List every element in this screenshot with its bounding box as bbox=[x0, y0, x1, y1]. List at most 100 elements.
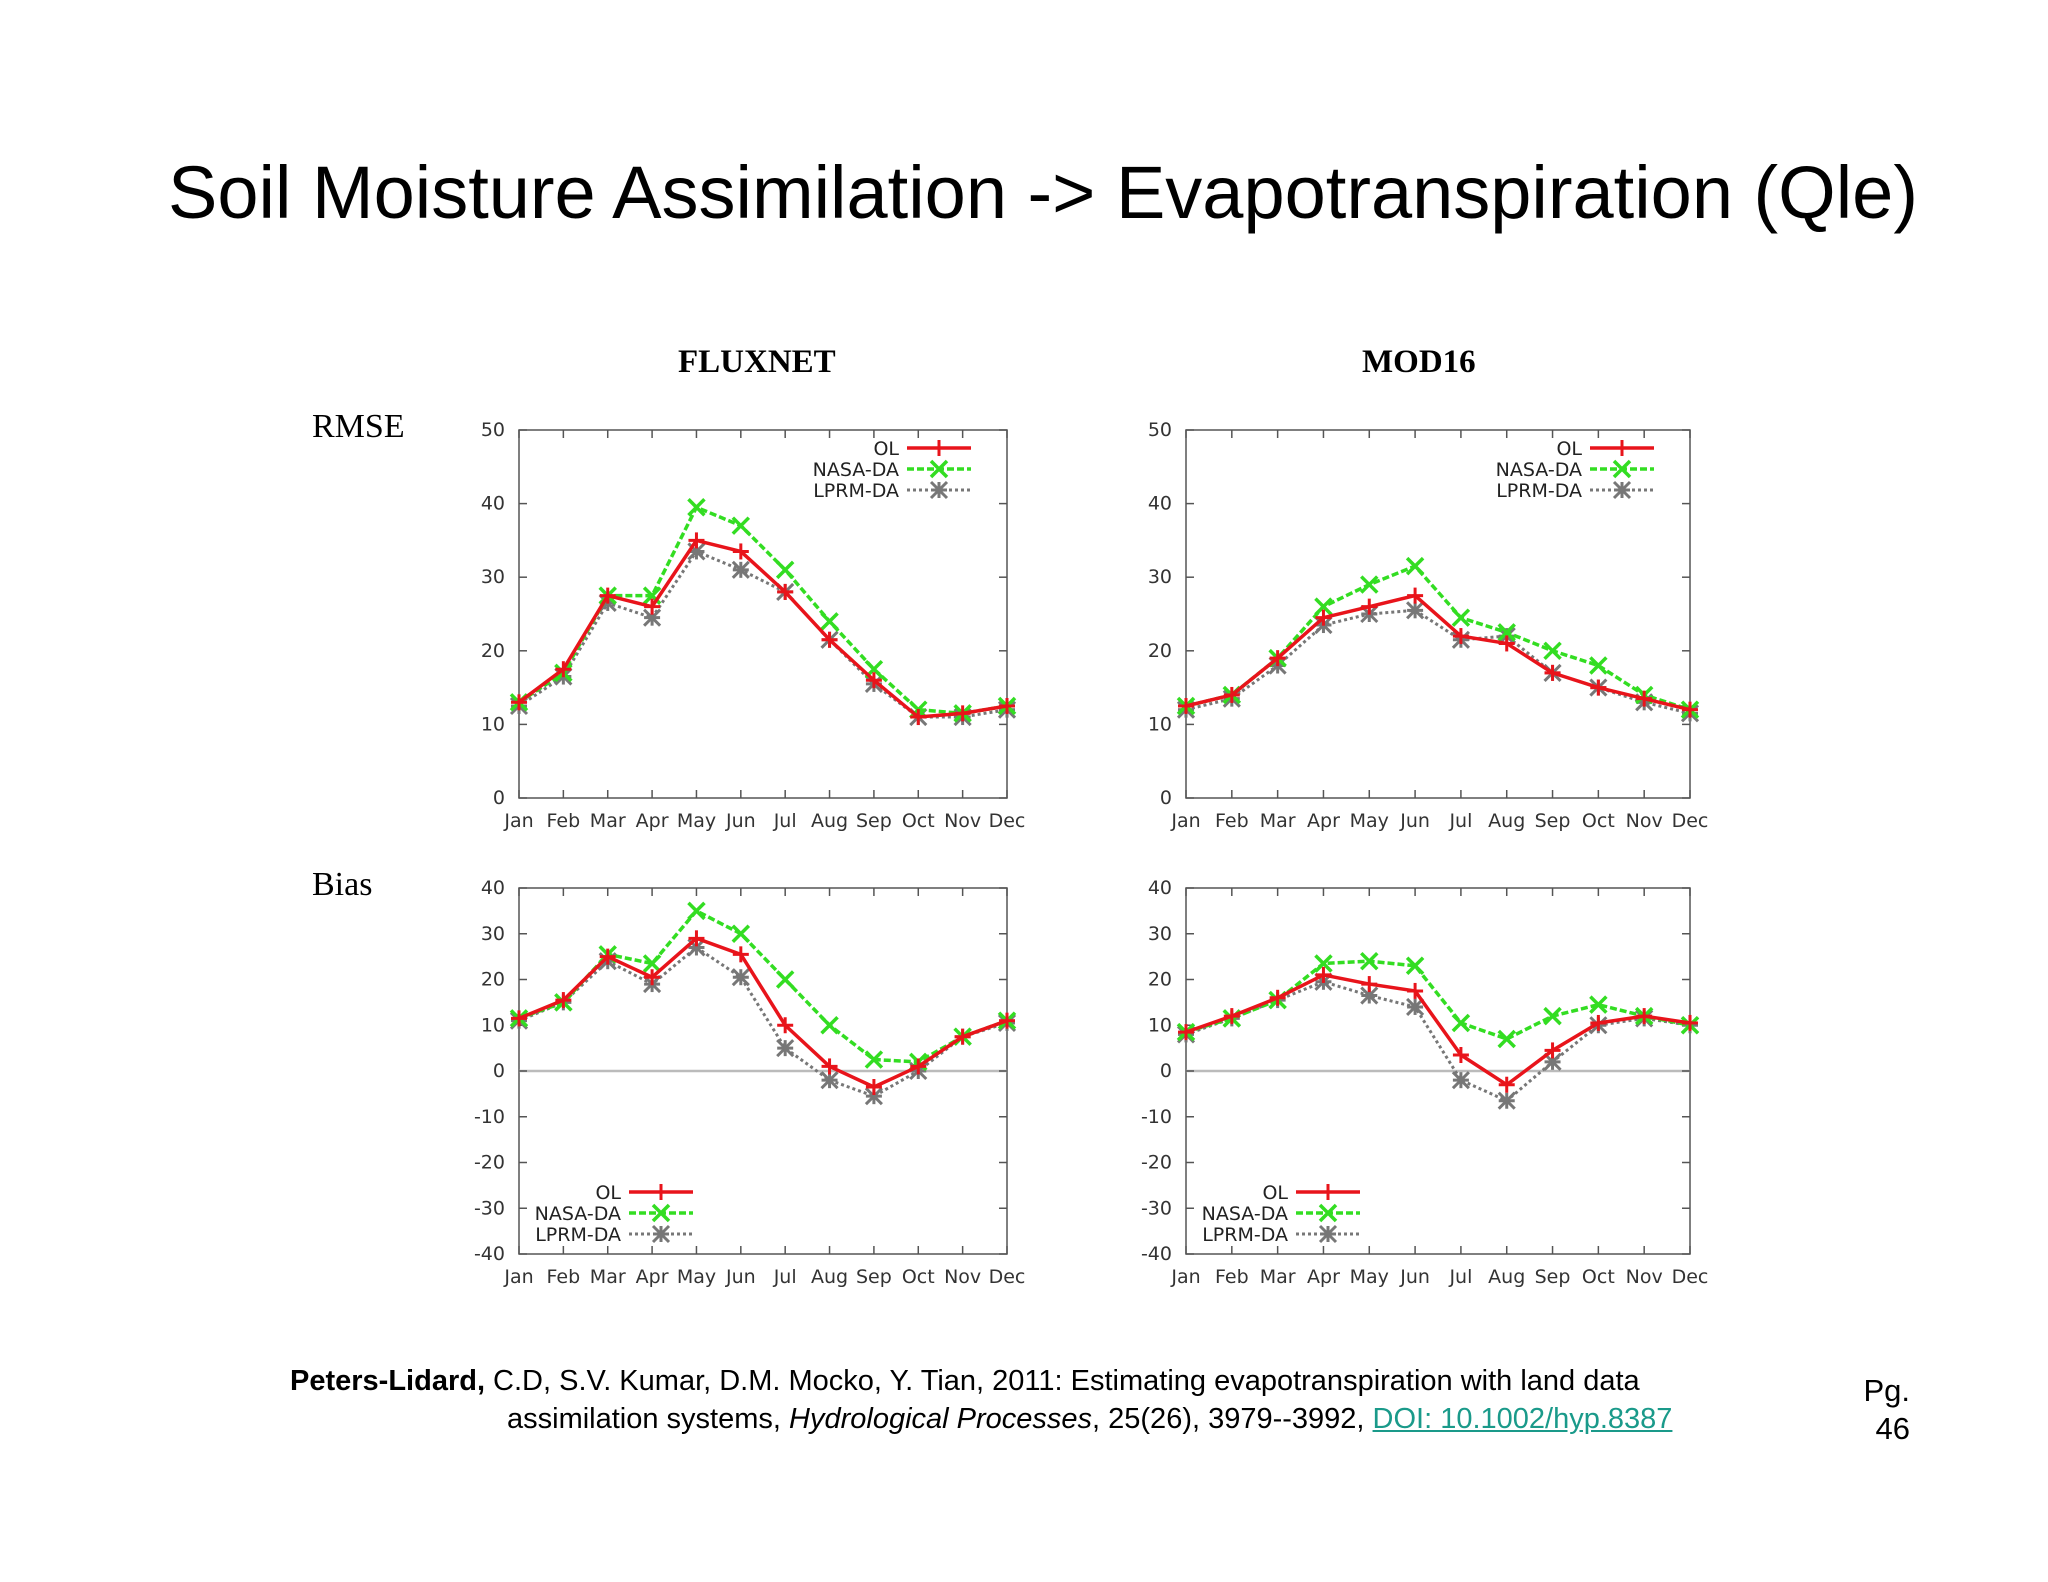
x-tick-label: Jan bbox=[503, 810, 533, 832]
x-tick-label: Mar bbox=[590, 810, 626, 832]
legend-label-ol: OL bbox=[873, 438, 899, 460]
citation-author: Peters-Lidard, bbox=[290, 1365, 485, 1397]
y-tick-label: 20 bbox=[1148, 640, 1172, 662]
data-point-nasa-da bbox=[1314, 597, 1333, 616]
column-header-fluxnet: FLUXNET bbox=[678, 344, 836, 380]
y-tick-label: 40 bbox=[481, 877, 505, 899]
x-tick-label: Dec bbox=[1672, 1266, 1709, 1288]
data-point-nasa-da bbox=[775, 970, 795, 989]
y-tick-label: -10 bbox=[1141, 1106, 1172, 1128]
data-point-nasa-da bbox=[1589, 995, 1608, 1014]
x-tick-label: Oct bbox=[1582, 1266, 1615, 1288]
data-point-nasa-da bbox=[1543, 1006, 1562, 1026]
x-tick-label: Dec bbox=[1672, 810, 1709, 832]
x-tick-label: Apr bbox=[1307, 1266, 1340, 1288]
page-label: Pg. bbox=[1863, 1373, 1910, 1408]
x-tick-label: Aug bbox=[811, 1266, 848, 1288]
data-point-nasa-da bbox=[1314, 954, 1333, 973]
y-tick-label: -20 bbox=[1141, 1152, 1172, 1174]
x-tick-label: Jan bbox=[1170, 1266, 1200, 1288]
series-line-nasa-da bbox=[518, 909, 1008, 1064]
data-point-nasa-da bbox=[775, 560, 795, 580]
x-tick-label: Sep bbox=[856, 1266, 892, 1288]
data-point-nasa-da bbox=[1360, 575, 1379, 594]
x-tick-label: Jul bbox=[773, 810, 797, 832]
x-tick-label: Nov bbox=[944, 1266, 981, 1288]
series-line-ol bbox=[1185, 593, 1691, 712]
series-line-nasa-da bbox=[1185, 564, 1691, 712]
y-tick-label: 20 bbox=[481, 640, 505, 662]
x-tick-label: Apr bbox=[636, 1266, 669, 1288]
data-point-nasa-da bbox=[731, 516, 751, 535]
y-tick-label: 40 bbox=[1148, 877, 1172, 899]
legend-marker-nasa-da bbox=[929, 459, 949, 479]
x-tick-label: Mar bbox=[1260, 1266, 1296, 1288]
series-line-lprm-da bbox=[518, 549, 1008, 719]
y-tick-label: -40 bbox=[474, 1243, 505, 1265]
series-line-nasa-da bbox=[518, 505, 1008, 716]
y-tick-label: 40 bbox=[1148, 493, 1172, 515]
column-header-mod16: MOD16 bbox=[1362, 344, 1476, 380]
y-tick-label: 20 bbox=[1148, 969, 1172, 991]
x-tick-label: Aug bbox=[1488, 810, 1525, 832]
legend-marker-nasa-da bbox=[1318, 1203, 1338, 1223]
row-header-rmse: RMSE bbox=[312, 408, 405, 445]
legend-label-nasa-da: NASA-DA bbox=[535, 1203, 621, 1225]
x-tick-label: Jul bbox=[773, 1266, 797, 1288]
y-tick-label: 10 bbox=[1148, 1014, 1172, 1036]
legend-label-lprm-da: LPRM-DA bbox=[813, 480, 899, 502]
data-point-nasa-da bbox=[1497, 623, 1516, 642]
x-tick-label: Dec bbox=[989, 810, 1026, 832]
data-point-nasa-da bbox=[642, 954, 662, 973]
x-tick-label: Aug bbox=[1488, 1266, 1525, 1288]
page-number-value: 46 bbox=[1875, 1411, 1910, 1446]
y-tick-label: -30 bbox=[474, 1197, 505, 1219]
y-tick-label: -10 bbox=[474, 1106, 505, 1128]
chart-fluxnet-bias: -40 -30 -20 -10 0 10 20 30 40 Jan Feb Mar Apr May Jun J… bbox=[474, 877, 1025, 1288]
legend-marker-nasa-da bbox=[651, 1203, 671, 1223]
data-point-nasa-da bbox=[642, 586, 662, 605]
plot-frame bbox=[1185, 429, 1691, 799]
y-tick-label: 10 bbox=[481, 1014, 505, 1036]
x-tick-label: Apr bbox=[1307, 810, 1340, 832]
x-tick-label: May bbox=[677, 1266, 716, 1288]
x-tick-label: Sep bbox=[856, 810, 892, 832]
x-tick-label: Feb bbox=[547, 1266, 581, 1288]
x-tick-label: Oct bbox=[902, 810, 935, 832]
y-tick-label: 40 bbox=[481, 493, 505, 515]
data-point-nasa-da bbox=[731, 924, 751, 943]
data-point-nasa-da bbox=[1451, 1013, 1471, 1033]
data-point-nasa-da bbox=[1405, 956, 1425, 976]
data-point-nasa-da bbox=[1589, 656, 1608, 675]
y-tick-label: 0 bbox=[1160, 1060, 1172, 1082]
x-tick-label: Jan bbox=[1170, 810, 1200, 832]
y-tick-label: 30 bbox=[1148, 923, 1172, 945]
x-tick-label: Aug bbox=[811, 810, 848, 832]
x-tick-label: Jul bbox=[1448, 810, 1472, 832]
x-tick-label: Jan bbox=[503, 1266, 533, 1288]
x-tick-label: Apr bbox=[636, 810, 669, 832]
x-tick-label: May bbox=[1350, 1266, 1389, 1288]
y-tick-label: 10 bbox=[1148, 713, 1172, 735]
x-tick-label: Oct bbox=[902, 1266, 935, 1288]
x-tick-label: Jun bbox=[1399, 810, 1430, 832]
series-line-lprm-da bbox=[1185, 980, 1691, 1103]
doi-link[interactable]: DOI: 10.1002/hyp.8387 bbox=[1372, 1403, 1673, 1435]
legend-label-lprm-da: LPRM-DA bbox=[535, 1224, 621, 1246]
citation-text-3: , 25(26), 3979--3992, bbox=[1092, 1403, 1373, 1435]
x-tick-label: Feb bbox=[1215, 1266, 1249, 1288]
x-tick-label: Mar bbox=[1260, 810, 1296, 832]
y-tick-label: 20 bbox=[481, 969, 505, 991]
legend-label-lprm-da: LPRM-DA bbox=[1496, 480, 1582, 502]
data-point-nasa-da bbox=[864, 1050, 884, 1069]
y-tick-label: 30 bbox=[481, 566, 505, 588]
citation-journal: Hydrological Processes bbox=[789, 1403, 1093, 1435]
chart-mod16-bias: -40 -30 -20 -10 0 10 20 30 40 Jan Feb Mar Apr May Jun J… bbox=[1141, 877, 1708, 1288]
y-tick-label: 50 bbox=[1148, 419, 1172, 441]
x-tick-label: Mar bbox=[590, 1266, 626, 1288]
chart-fluxnet-rmse: 0 10 20 30 40 50 Jan Feb Mar Apr May Jun Jul Aug Sep Oc… bbox=[481, 419, 1026, 832]
legend-label-nasa-da: NASA-DA bbox=[1496, 459, 1582, 481]
